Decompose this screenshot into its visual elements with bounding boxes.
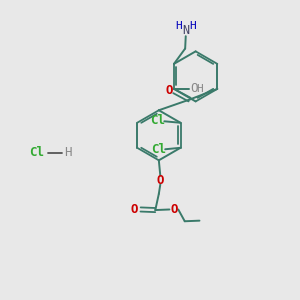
Text: H: H bbox=[64, 146, 72, 159]
Text: O: O bbox=[157, 174, 164, 188]
Text: H: H bbox=[196, 84, 202, 94]
Text: O: O bbox=[166, 84, 173, 97]
Text: O: O bbox=[131, 203, 138, 216]
Text: Cl: Cl bbox=[29, 146, 44, 159]
Text: N: N bbox=[182, 24, 190, 38]
Text: Cl: Cl bbox=[151, 143, 166, 156]
Text: H: H bbox=[175, 21, 182, 31]
Text: H: H bbox=[190, 21, 196, 31]
Text: O: O bbox=[190, 82, 198, 95]
Text: Cl: Cl bbox=[150, 115, 165, 128]
Text: O: O bbox=[171, 203, 178, 216]
